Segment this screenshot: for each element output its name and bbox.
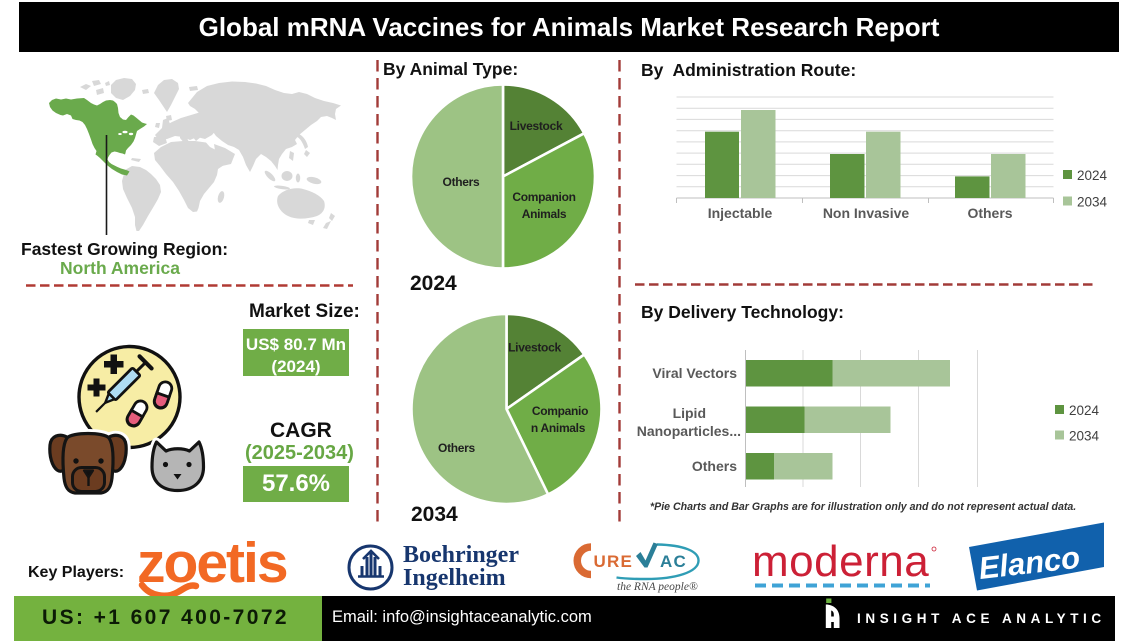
svg-text:Lipid: Lipid [673, 405, 706, 421]
svg-text:URE: URE [594, 552, 634, 571]
svg-text:Others: Others [967, 205, 1012, 221]
svg-text:Injectable: Injectable [708, 205, 773, 221]
svg-text:2034: 2034 [1077, 195, 1108, 210]
svg-text:Others: Others [443, 175, 481, 189]
svg-text:Viral Vectors: Viral Vectors [652, 365, 737, 381]
svg-text:Companio: Companio [532, 404, 588, 418]
svg-text:moderna: moderna [752, 537, 929, 586]
svg-text:Livestock: Livestock [510, 119, 563, 133]
svg-text:AC: AC [660, 552, 687, 571]
svg-text:2024: 2024 [1077, 168, 1108, 183]
svg-text:2034: 2034 [1069, 429, 1100, 444]
svg-text:Companion: Companion [512, 190, 575, 204]
svg-text:Animals: Animals [522, 207, 567, 221]
svg-text:Others: Others [692, 458, 737, 474]
svg-text:Livestock: Livestock [508, 341, 561, 355]
svg-text:Nanoparticles...: Nanoparticles... [637, 423, 741, 439]
svg-text:*Pie Charts and Bar Graphs are: *Pie Charts and Bar Graphs are for illus… [650, 501, 1076, 513]
svg-text:Others: Others [438, 441, 476, 455]
svg-text:n Animals: n Animals [531, 421, 586, 435]
svg-text:the RNA people®: the RNA people® [617, 581, 698, 593]
svg-text:2024: 2024 [1069, 403, 1100, 418]
svg-text:Non Invasive: Non Invasive [823, 205, 910, 221]
svg-text:zoetis: zoetis [137, 531, 287, 595]
